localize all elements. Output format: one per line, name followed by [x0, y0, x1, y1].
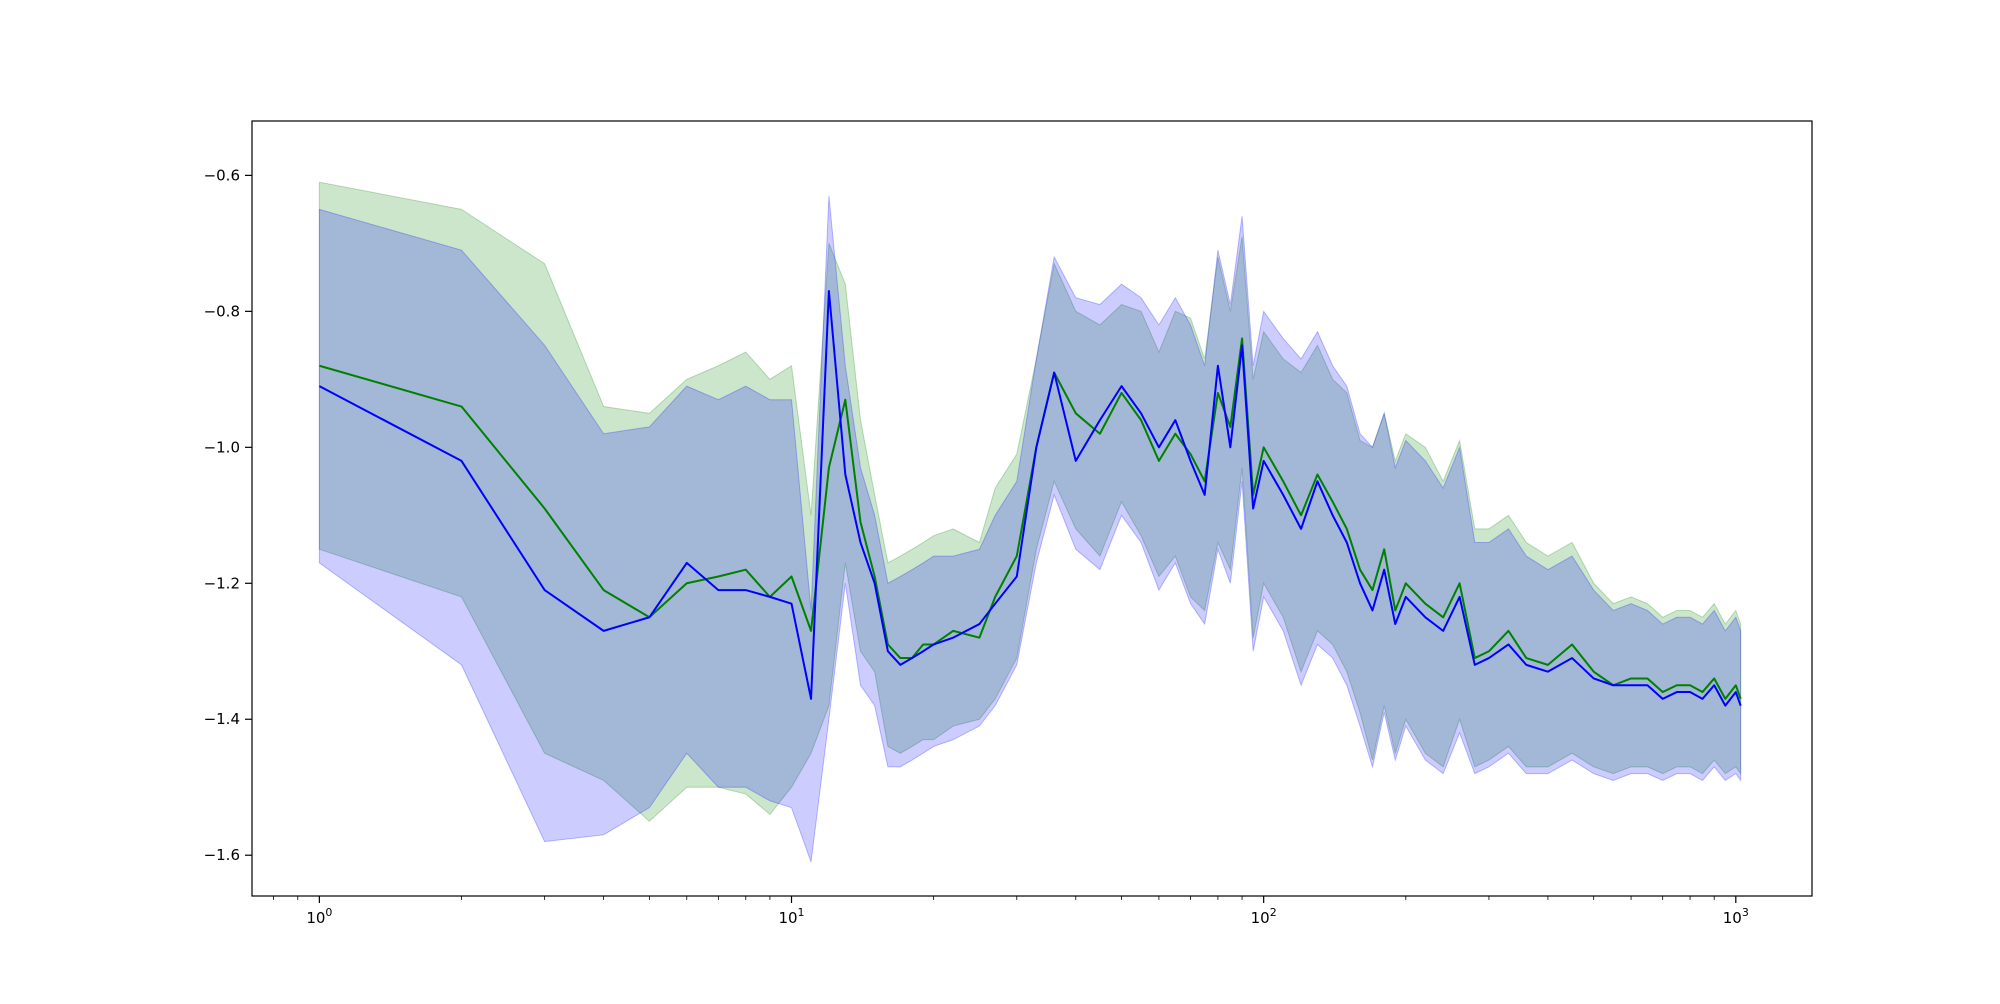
- confidence-bands: [318, 181, 1742, 863]
- series-2-line: [318, 289, 1742, 707]
- y-axis: −0.6 −0.8 −1.0 −1.2 −1.4 −1.6: [204, 166, 252, 864]
- y-tick-label: −0.6: [204, 166, 240, 184]
- x-tick-label: 102: [1251, 906, 1277, 927]
- series-1-band: [318, 181, 1742, 822]
- series-lines: [318, 289, 1742, 707]
- y-tick-label: −1.6: [204, 846, 240, 864]
- y-tick-label: −1.2: [204, 574, 240, 592]
- y-tick-label: −1.4: [204, 710, 240, 728]
- x-tick-label: 100: [306, 906, 332, 927]
- y-tick-label: −1.0: [204, 438, 240, 456]
- y-tick-label: −0.8: [204, 302, 240, 320]
- x-tick-label: 103: [1723, 906, 1749, 927]
- x-axis: 100 101 102 103: [273, 896, 1749, 927]
- plot-frame: [251, 120, 1813, 897]
- x-tick-label: 101: [778, 906, 804, 927]
- series-2-band: [318, 195, 1742, 863]
